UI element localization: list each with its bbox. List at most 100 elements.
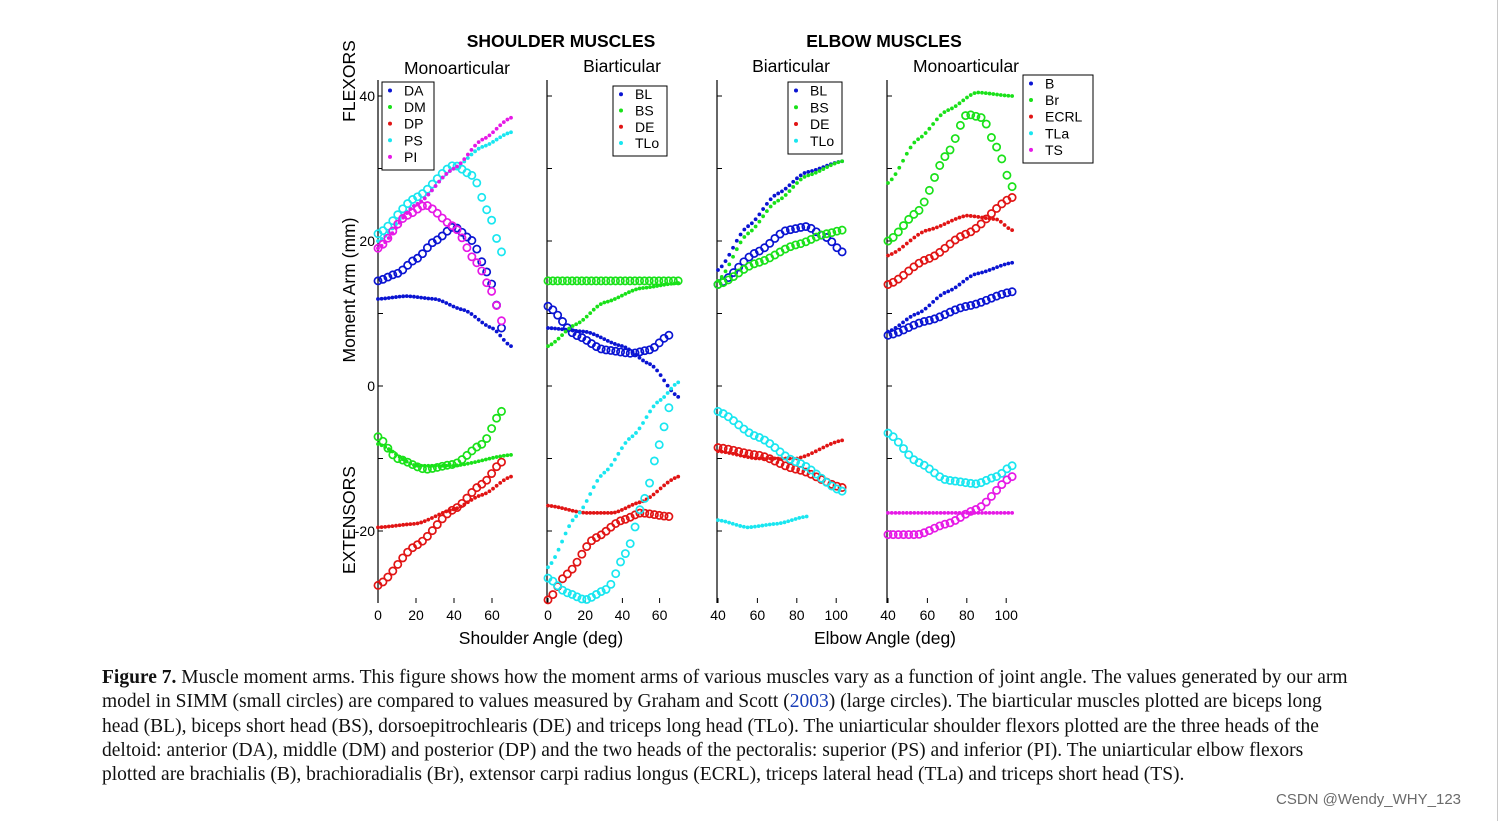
point-dp-small — [386, 524, 391, 529]
point-bl-large — [596, 344, 606, 354]
point-da-small — [447, 302, 452, 307]
point-de-small — [665, 480, 670, 485]
point-tlo-small — [623, 441, 628, 445]
point-pi-small — [376, 246, 380, 251]
point-b-small — [901, 320, 905, 325]
point-pi-small — [509, 115, 513, 120]
point-b-small — [953, 285, 958, 290]
point-ts-small — [991, 510, 996, 515]
point-dp-small — [404, 522, 409, 527]
citation-link[interactable]: 2003 — [789, 691, 829, 713]
point-dm-large — [378, 436, 388, 446]
point-bs-large — [558, 276, 567, 286]
point-tlo-small — [595, 479, 600, 483]
point-bl-small — [651, 364, 656, 369]
point-br-large — [924, 185, 934, 195]
point-bl-large — [616, 347, 625, 357]
point-de-large — [635, 508, 645, 518]
point-bs-large — [553, 276, 563, 286]
point-dp-small — [397, 523, 402, 528]
point-br-large — [914, 205, 924, 215]
x-tick-label: 40 — [880, 607, 896, 623]
point-b-small — [957, 282, 962, 287]
point-tlo-small — [651, 404, 656, 409]
point-pi-large — [418, 201, 427, 211]
point-ecrl-small — [950, 218, 954, 223]
point-ps-small — [473, 149, 477, 154]
point-dm-large — [442, 460, 452, 470]
point-dp-small — [494, 483, 499, 488]
point-b-large — [909, 320, 919, 330]
point-ts-small — [938, 510, 943, 515]
point-bs-large — [635, 276, 645, 286]
point-ps-small — [465, 156, 470, 160]
point-bl-small — [595, 333, 600, 338]
point-ecrl-large — [919, 255, 929, 265]
point-de-large — [562, 569, 572, 579]
point-bs-small — [768, 204, 773, 209]
point-dp-large — [462, 493, 472, 503]
point-bs-small — [734, 247, 739, 252]
point-bl-small — [749, 221, 754, 226]
point-br-large — [935, 161, 945, 170]
point-tla-large — [981, 475, 991, 485]
point-bl-large — [548, 305, 558, 315]
point-dm-small — [498, 454, 503, 459]
point-b-large — [888, 329, 898, 339]
point-b-small — [976, 271, 981, 276]
point-br-large — [1007, 182, 1017, 192]
point-de-large — [765, 454, 775, 464]
point-br-small — [1002, 93, 1007, 98]
point-tlo-large — [548, 576, 558, 586]
point-pi-large — [437, 213, 447, 223]
point-da-large — [487, 279, 497, 289]
point-tlo-small — [793, 517, 798, 521]
point-b-small — [1006, 261, 1011, 266]
legend-label-dp: DP — [404, 116, 423, 132]
point-tlo-small — [556, 547, 561, 552]
point-tlo-small — [648, 409, 652, 414]
legend-marker-ts — [1029, 147, 1033, 152]
point-da-small — [419, 295, 424, 300]
point-br-small — [927, 126, 932, 131]
point-ecrl-small — [1002, 223, 1007, 227]
point-bl-small — [810, 169, 814, 173]
point-da-large — [388, 270, 398, 280]
point-bs-large — [832, 226, 842, 236]
point-ps-large — [477, 192, 487, 202]
point-ecrl-small — [961, 214, 966, 219]
point-b-large — [904, 323, 914, 332]
point-tlo-large — [577, 594, 587, 604]
point-de-small — [574, 509, 579, 514]
point-bs-large — [749, 259, 759, 269]
point-da-small — [412, 294, 416, 299]
point-tlo-small — [619, 446, 624, 451]
point-ps-large — [383, 221, 393, 231]
point-da-small — [480, 320, 485, 325]
point-bs-small — [584, 314, 589, 319]
point-b-small — [912, 312, 917, 317]
x-tick-label: 0 — [544, 607, 552, 623]
point-pi-small — [455, 164, 459, 169]
point-da-large — [472, 244, 482, 254]
point-de-small — [817, 447, 822, 452]
point-pi-large — [432, 208, 442, 218]
point-de-large — [718, 443, 728, 453]
point-dp-large — [418, 536, 427, 546]
point-de-large — [543, 595, 553, 605]
caption-label: Figure 7. — [102, 667, 177, 688]
point-dm-large — [462, 450, 472, 460]
point-bs-small — [560, 333, 564, 338]
point-bl-small — [753, 217, 758, 222]
point-dm-large — [413, 462, 422, 472]
point-tlo-small — [716, 518, 720, 523]
point-de-large — [780, 461, 790, 471]
point-de-small — [669, 478, 674, 483]
point-bl-small — [746, 224, 750, 229]
point-da-large — [398, 265, 408, 275]
point-bl-small — [598, 335, 603, 340]
point-bl-large — [801, 222, 811, 232]
point-ts-small — [927, 510, 932, 515]
point-bs-small — [570, 324, 575, 328]
point-dp-large — [467, 488, 477, 497]
